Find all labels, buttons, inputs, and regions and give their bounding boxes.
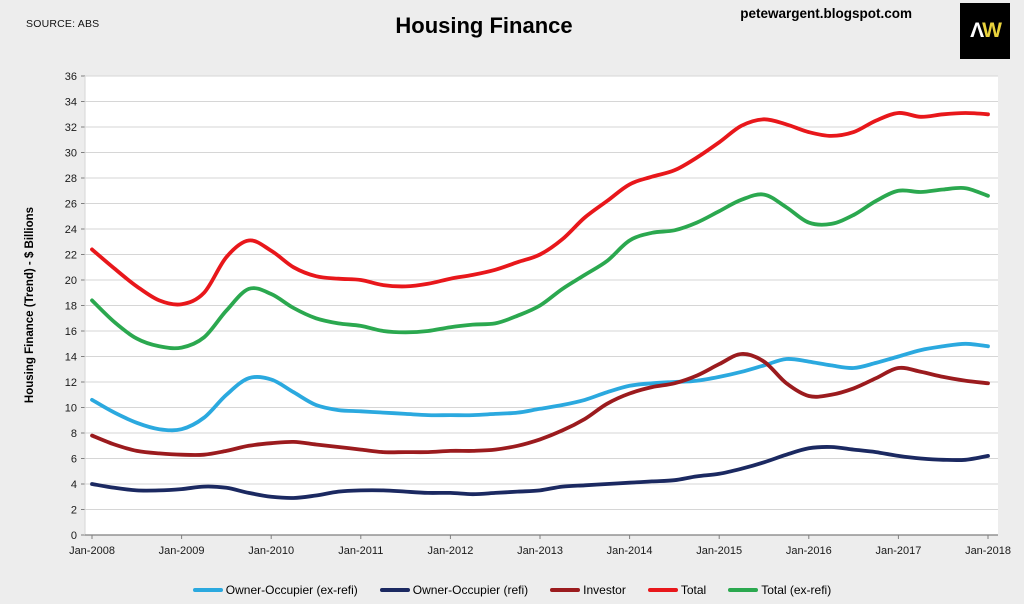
- legend-label: Owner-Occupier (ex-refi): [225, 583, 358, 597]
- x-tick-label: Jan-2010: [248, 545, 294, 557]
- series-line-owner-occupier-ex-refi: [90, 341, 990, 433]
- legend-item-total: Total: [647, 583, 707, 597]
- series-line-investor: [90, 352, 990, 457]
- page-title: Housing Finance: [395, 13, 573, 38]
- x-tick-label: Jan-2008: [69, 545, 115, 557]
- legend-label: Owner-Occupier (refi): [412, 583, 529, 597]
- y-tick-label: 0: [71, 530, 77, 542]
- legend-item-total-ex-refi: Total (ex-refi): [728, 583, 831, 597]
- y-tick-label: 22: [65, 250, 77, 262]
- x-tick-label: Jan-2013: [517, 545, 563, 557]
- legend-swatch: [192, 588, 223, 592]
- legend: Owner-Occupier (ex-refi) Owner-Occupier (…: [0, 583, 1024, 597]
- legend-label: Total: [680, 583, 707, 597]
- legend-swatch: [728, 588, 759, 592]
- legend-item-investor: Investor: [550, 583, 626, 597]
- y-tick-label: 8: [71, 428, 77, 440]
- legend-swatch: [647, 588, 678, 592]
- y-tick-label: 12: [65, 377, 77, 389]
- y-tick-label: 20: [65, 275, 77, 287]
- y-tick-label: 28: [65, 173, 77, 185]
- series-line-owner-occupier-refi: [90, 445, 990, 500]
- logo-letter-a: Λ: [970, 19, 984, 42]
- x-tick-label: Jan-2009: [159, 545, 205, 557]
- legend-label: Total (ex-refi): [761, 583, 832, 597]
- series-line-total: [90, 111, 990, 307]
- y-tick-label: 14: [65, 352, 77, 364]
- y-tick-label: 32: [65, 122, 77, 134]
- legend-label: Investor: [583, 583, 626, 597]
- x-tick-label: Jan-2017: [875, 545, 921, 557]
- y-tick-label: 2: [71, 505, 77, 517]
- x-tick-label: Jan-2015: [696, 545, 742, 557]
- y-tick-label: 16: [65, 326, 77, 338]
- logo-letter-w: W: [982, 19, 1002, 42]
- legend-swatch: [379, 588, 410, 592]
- x-tick-label: Jan-2011: [338, 545, 383, 557]
- watermark-url: petewargent.blogspot.com: [740, 6, 912, 21]
- legend-item-owner-occupier-ex-refi: Owner-Occupier (ex-refi): [192, 583, 358, 597]
- x-tick-label: Jan-2016: [786, 545, 832, 557]
- x-tick-label: Jan-2018: [965, 545, 1011, 557]
- y-tick-label: 6: [71, 454, 77, 466]
- legend-swatch: [550, 588, 581, 592]
- source-note: SOURCE: ABS: [26, 18, 100, 30]
- y-tick-label: 26: [65, 199, 77, 211]
- y-tick-label: 18: [65, 301, 77, 313]
- y-tick-label: 30: [65, 148, 77, 160]
- x-tick-label: Jan-2012: [427, 545, 473, 557]
- y-tick-label: 34: [65, 97, 77, 109]
- y-tick-label: 10: [65, 403, 77, 415]
- series-line-total-ex-refi: [90, 185, 990, 351]
- y-tick-label: 36: [65, 71, 77, 83]
- y-tick-label: 4: [71, 479, 77, 491]
- x-tick-label: Jan-2014: [607, 545, 653, 557]
- y-tick-label: 24: [65, 224, 77, 236]
- legend-item-owner-occupier-refi: Owner-Occupier (refi): [379, 583, 529, 597]
